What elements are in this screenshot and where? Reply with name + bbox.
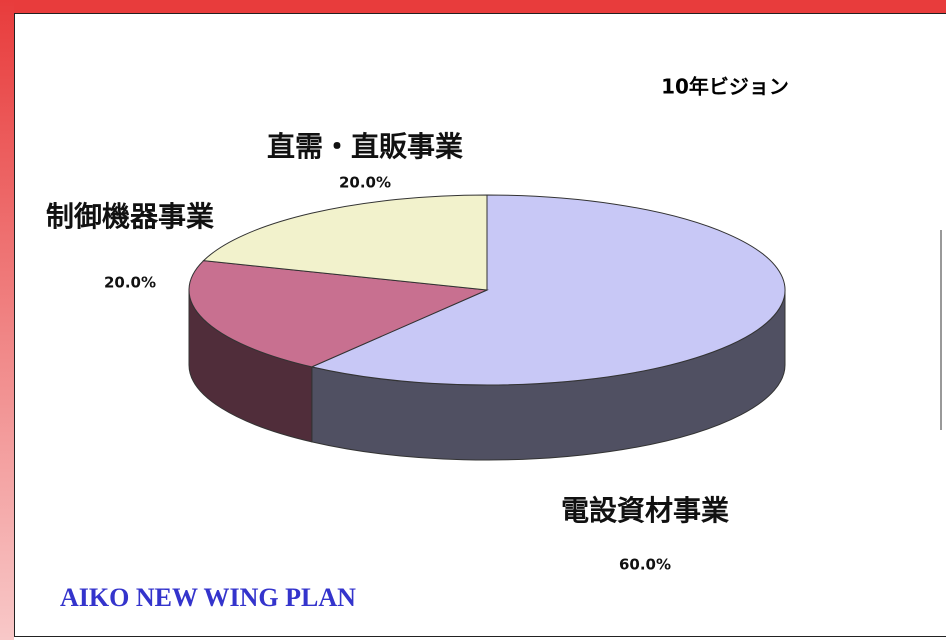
slice-label: 電設資材事業 xyxy=(561,494,729,527)
footer-annotation: AIKO NEW WING PLAN xyxy=(60,583,356,612)
chart-title: 10年ビジョン xyxy=(661,75,789,99)
slice-label: 直需・直販事業 xyxy=(267,130,463,163)
pie-slice xyxy=(202,194,488,291)
slice-label: 制御機器事業 xyxy=(46,200,214,233)
slice-value-label: 20.0% xyxy=(339,174,391,192)
pie-slice xyxy=(188,260,489,368)
top-band xyxy=(0,0,946,13)
pie-slice xyxy=(310,194,786,386)
slice-value-label: 20.0% xyxy=(104,274,156,292)
panel-border xyxy=(14,13,946,637)
left-band xyxy=(0,0,14,640)
slice-value-label: 60.0% xyxy=(619,556,671,574)
